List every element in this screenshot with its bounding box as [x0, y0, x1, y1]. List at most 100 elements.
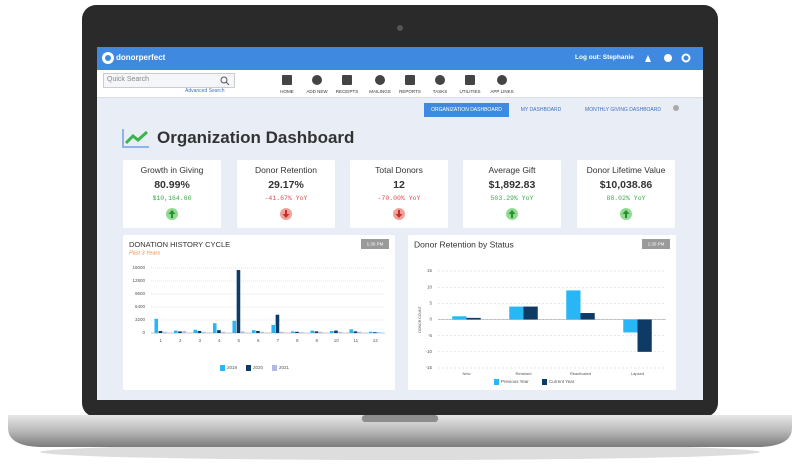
trend-arrow — [393, 208, 405, 220]
nav-label[interactable]: APP LINKS — [490, 89, 514, 94]
tab[interactable]: MY DASHBOARD — [520, 107, 562, 113]
legend-label: Current Year — [549, 379, 575, 384]
icon-shape — [342, 75, 352, 85]
kpi-change: 88.02% YoY — [606, 195, 646, 202]
bar — [377, 332, 381, 333]
bar — [173, 330, 178, 333]
bar — [251, 330, 256, 333]
x-tick-label: New — [462, 371, 470, 376]
bar — [236, 270, 241, 333]
bar — [275, 314, 280, 333]
tab[interactable]: ORGANIZATION DASHBOARD — [424, 103, 509, 117]
y-tick-label: -5 — [428, 333, 432, 338]
y-tick-label: -10 — [425, 349, 432, 354]
bar — [232, 320, 237, 333]
bar — [154, 318, 159, 333]
page-title: Organization Dashboard — [157, 128, 355, 147]
icon-shape — [375, 75, 385, 85]
bar — [201, 331, 206, 333]
bar — [256, 330, 260, 333]
nav-label[interactable]: RECEIPTS — [335, 89, 359, 94]
arrow — [168, 210, 176, 218]
nav-label[interactable]: TASKS — [432, 89, 448, 94]
bar — [509, 306, 524, 320]
y-tick-label: 9600 — [135, 291, 146, 296]
timestamp: 1:30 PM — [367, 242, 384, 247]
y-tick-label: 0 — [142, 330, 145, 335]
kpi-card: Average Gift $1,892.83 503.29% YoY — [463, 160, 561, 228]
bar — [279, 331, 284, 333]
icon-shape — [435, 75, 445, 85]
bar — [158, 330, 163, 333]
title-icon — [122, 129, 149, 148]
nav-label[interactable]: UTILITIES — [459, 89, 481, 94]
timestamp: 1:30 PM — [648, 242, 665, 247]
arrow — [395, 210, 403, 218]
legend-label: 2020 — [253, 365, 264, 370]
nav-label[interactable]: REPORTS — [399, 89, 421, 94]
x-tick-label: 7 — [276, 338, 279, 343]
bar — [314, 331, 319, 333]
trend-arrow — [166, 208, 178, 220]
x-tick-label: 1 — [159, 338, 162, 343]
kpi-label: Donor Lifetime Value — [586, 165, 666, 175]
kpi-label: Donor Retention — [255, 165, 317, 175]
settings-dot — [673, 105, 679, 111]
x-tick-label: 6 — [257, 338, 260, 343]
legend-label: 2019 — [227, 365, 238, 370]
kpi-label: Total Donors — [375, 165, 423, 175]
bar — [452, 316, 467, 320]
y-axis-label: DONOR COUNT — [418, 305, 422, 332]
bar — [221, 331, 225, 333]
y-tick-label: 6400 — [135, 304, 146, 309]
advanced-search[interactable]: Advanced Search — [185, 88, 225, 94]
nav-label[interactable]: MAILINGS — [369, 89, 391, 94]
nav-label[interactable]: HOME — [280, 89, 294, 94]
chart-card: Donor Retention by Status 1:30 PM -15 -10 -5… — [408, 235, 676, 390]
bar — [290, 331, 295, 333]
kpi-value: 80.99% — [154, 179, 190, 191]
legend-swatch — [542, 379, 547, 385]
tab[interactable]: MONTHLY GIVING DASHBOARD — [585, 107, 661, 113]
nav-icon — [465, 75, 475, 85]
kpi-label: Growth in Giving — [140, 165, 204, 175]
kpi-value: $10,038.86 — [599, 179, 653, 191]
search-placeholder: Quick Search — [107, 76, 150, 83]
x-tick-label: 5 — [237, 338, 240, 343]
kpi-card: Growth in Giving 80.99% $10,164.60 — [123, 160, 221, 228]
chart: Donor Retention by Status 1:30 PM -15 -10 -5… — [414, 239, 670, 385]
nav-icon — [435, 75, 445, 85]
nav-label[interactable]: ADD NEW — [306, 89, 328, 94]
notch — [362, 415, 438, 422]
bar — [197, 330, 202, 333]
kpi-card: Total Donors 12 -70.00% YoY — [350, 160, 448, 228]
shadow — [40, 444, 760, 460]
legend-swatch — [246, 365, 251, 371]
kpi-label: Average Gift — [488, 165, 536, 175]
bar — [182, 330, 186, 333]
laptop-base — [8, 415, 792, 447]
logout-link[interactable]: Log out: Stephanie — [575, 54, 634, 61]
top-bar: donorperfect Log out: Stephanie — [97, 47, 703, 70]
search-icon — [220, 76, 230, 86]
bar — [353, 331, 358, 333]
x-tick-label: 9 — [315, 338, 318, 343]
x-tick-label: 2 — [179, 338, 182, 343]
kpi-card: Donor Retention 29.17% -41.67% YoY — [237, 160, 335, 228]
legend-label: 2021 — [279, 365, 290, 370]
icon-shape — [312, 75, 322, 85]
trend-arrow — [280, 208, 292, 220]
chart-title: DONATION HISTORY CYCLE — [129, 240, 230, 249]
nav-icon — [405, 75, 415, 85]
search-box[interactable]: Quick Search — [103, 73, 235, 88]
legend-swatch — [220, 365, 225, 371]
y-tick-label: 5 — [429, 301, 432, 306]
y-tick-label: 0 — [429, 317, 432, 322]
y-tick-label: 15 — [427, 268, 433, 273]
bar — [349, 329, 354, 333]
chart-title: Donor Retention by Status — [414, 239, 514, 249]
bar — [329, 330, 334, 333]
kpi-change: -70.00% YoY — [377, 195, 421, 202]
